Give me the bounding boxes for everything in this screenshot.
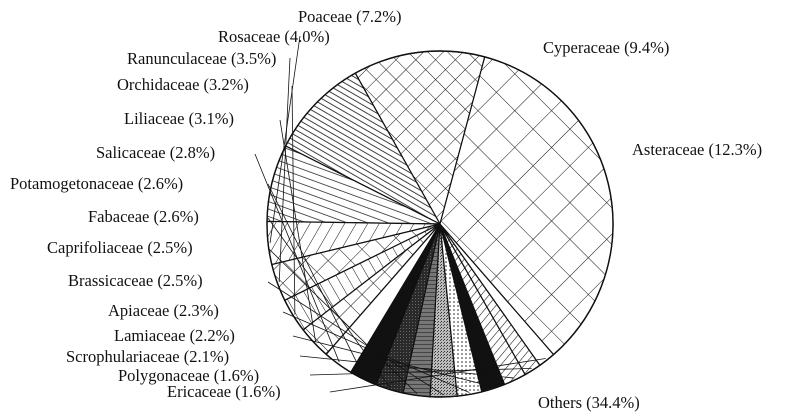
slice-labels: Asteraceae (12.3%) Cyperaceae (9.4%) Poa…: [10, 7, 762, 412]
label-leader-lines: [254, 35, 546, 396]
slice-label-salicaceae: Salicaceae (2.8%): [96, 143, 215, 162]
pie-slices: [266, 50, 614, 398]
slice-label-ranunculaceae: Ranunculaceae (3.5%): [127, 49, 276, 68]
slice-label-apiaceae: Apiaceae (2.3%): [108, 301, 219, 320]
slice-label-orchidaceae: Orchidaceae (3.2%): [117, 75, 249, 94]
slice-label-cyperaceae: Cyperaceae (9.4%): [543, 38, 669, 57]
leader-line-apiaceae: [282, 311, 470, 393]
leader-line-orchidaceae: [291, 85, 296, 315]
slice-label-rosaceae: Rosaceae (4.0%): [218, 27, 330, 46]
slice-label-poaceae: Poaceae (7.2%): [298, 7, 402, 26]
slice-label-others: Others (34.4%): [538, 393, 640, 412]
leader-line-caprifoliaceae: [267, 247, 418, 394]
leader-line-potamogetonaceae: [267, 183, 365, 378]
slice-label-ericaceae: Ericaceae (1.6%): [167, 382, 281, 401]
leader-line-rosaceae: [269, 35, 301, 243]
slice-label-lamiaceae: Lamiaceae (2.2%): [114, 326, 235, 345]
leader-line-liliaceae: [279, 119, 316, 342]
leader-line-ranunculaceae: [278, 57, 291, 283]
slice-label-potamogetonaceae: Potamogetonaceae (2.6%): [10, 174, 183, 193]
leader-line-ericaceae: [329, 358, 546, 393]
pie-rim: [266, 50, 614, 398]
leader-line-scrophulariaceae: [299, 355, 515, 379]
leader-line-lamiaceae: [292, 335, 493, 388]
slice-label-brassicaceae: Brassicaceae (2.5%): [68, 271, 203, 290]
slice-label-asteraceae: Asteraceae (12.3%): [632, 140, 762, 159]
leader-line-brassicaceae: [267, 281, 444, 396]
leader-line-fabaceae: [267, 217, 391, 388]
leader-line-polygonaceae: [309, 368, 532, 376]
slice-label-polygonaceae: Polygonaceae (1.6%): [118, 366, 259, 385]
slice-label-fabaceae: Fabaceae (2.6%): [88, 207, 199, 226]
slice-label-caprifoliaceae: Caprifoliaceae (2.5%): [47, 238, 193, 257]
slice-label-liliaceae: Liliaceae (3.1%): [124, 109, 234, 128]
slice-label-scrophulariaceae: Scrophulariaceae (2.1%): [66, 347, 229, 366]
